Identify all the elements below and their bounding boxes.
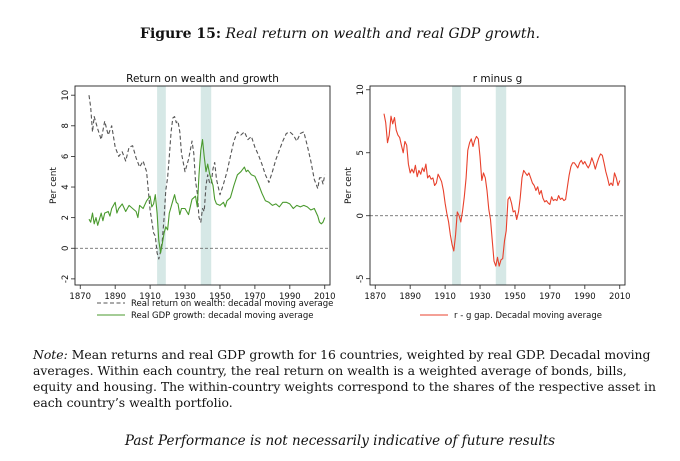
y-axis-label: Per cent (49, 167, 59, 204)
x-tick-label: 1890 (104, 292, 126, 302)
y-tick-label: 0 (356, 213, 366, 218)
plot-frame (369, 85, 626, 286)
legend-label-1: Real return on wealth: decadal moving av… (131, 299, 333, 309)
x-tick-label: 1970 (244, 292, 266, 302)
y-axis-label: Per cent (344, 167, 354, 204)
chart-return-on-wealth: Return on wealth and growth 1870 1890 1910 1… (49, 73, 336, 321)
y-tick-label: 10 (356, 84, 366, 95)
series-line-1 (383, 113, 621, 267)
figure-caption: Real return on wealth and real GDP growt… (225, 26, 540, 42)
x-tick-label: 1870 (69, 292, 91, 302)
y-tick-label: 4 (61, 184, 71, 189)
x-tick-label: 1870 (364, 292, 386, 302)
shaded-period-2 (200, 86, 212, 285)
figure-note: Note: Mean returns and real GDP growth f… (33, 347, 658, 411)
disclaimer: Past Performance is not necessarily indi… (124, 433, 556, 449)
x-tick-label: 2010 (609, 292, 631, 302)
x-tick-label: 1890 (399, 292, 421, 302)
chart-title: Return on wealth and growth (126, 73, 279, 85)
note-text: Mean returns and real GDP growth for 16 … (33, 347, 656, 410)
series-line-2 (88, 139, 326, 254)
chart-r-minus-g: r minus g 1870 1890 1910 1930 1950 1970 1990 201… (344, 73, 631, 321)
y-tick-label: -5 (356, 274, 366, 282)
figure-label: Figure 15: (140, 26, 222, 42)
chart-title: r minus g (473, 73, 523, 85)
x-tick-label: 1970 (539, 292, 561, 302)
x-tick-label: 1910 (139, 292, 161, 302)
y-tick-label: 2 (61, 215, 71, 220)
y-tick-label: 8 (61, 123, 71, 128)
plot-frame (74, 85, 331, 286)
legend-label-1: r - g gap. Decadal moving average (454, 311, 602, 321)
figure-title: Figure 15: Real return on wealth and rea… (0, 26, 680, 42)
x-tick-label: 1990 (574, 292, 596, 302)
x-tick-label: 1930 (469, 292, 491, 302)
chart-panel-right: r minus g 1870 1890 1910 1930 1950 1970 1990 201… (340, 70, 635, 338)
x-tick-label: 1910 (434, 292, 456, 302)
legend-label-2: Real GDP growth: decadal moving average (131, 311, 313, 321)
shaded-period-2 (495, 86, 507, 285)
note-label: Note: (33, 347, 68, 362)
x-tick-label: 2010 (314, 292, 336, 302)
chart-panel-left: Return on wealth and growth 1870 1890 1910 1… (45, 70, 340, 338)
shaded-period-1 (452, 86, 461, 285)
series-line-1 (88, 95, 326, 260)
x-tick-label: 1990 (279, 292, 301, 302)
y-tick-label: 0 (61, 246, 71, 251)
y-tick-label: 6 (61, 154, 71, 159)
x-tick-label: 1950 (504, 292, 526, 302)
x-tick-label: 1930 (174, 292, 196, 302)
y-tick-label: 10 (61, 90, 71, 101)
shaded-period-1 (157, 86, 166, 285)
y-tick-label: -2 (61, 275, 71, 283)
x-tick-label: 1950 (209, 292, 231, 302)
y-tick-label: 5 (356, 150, 366, 155)
